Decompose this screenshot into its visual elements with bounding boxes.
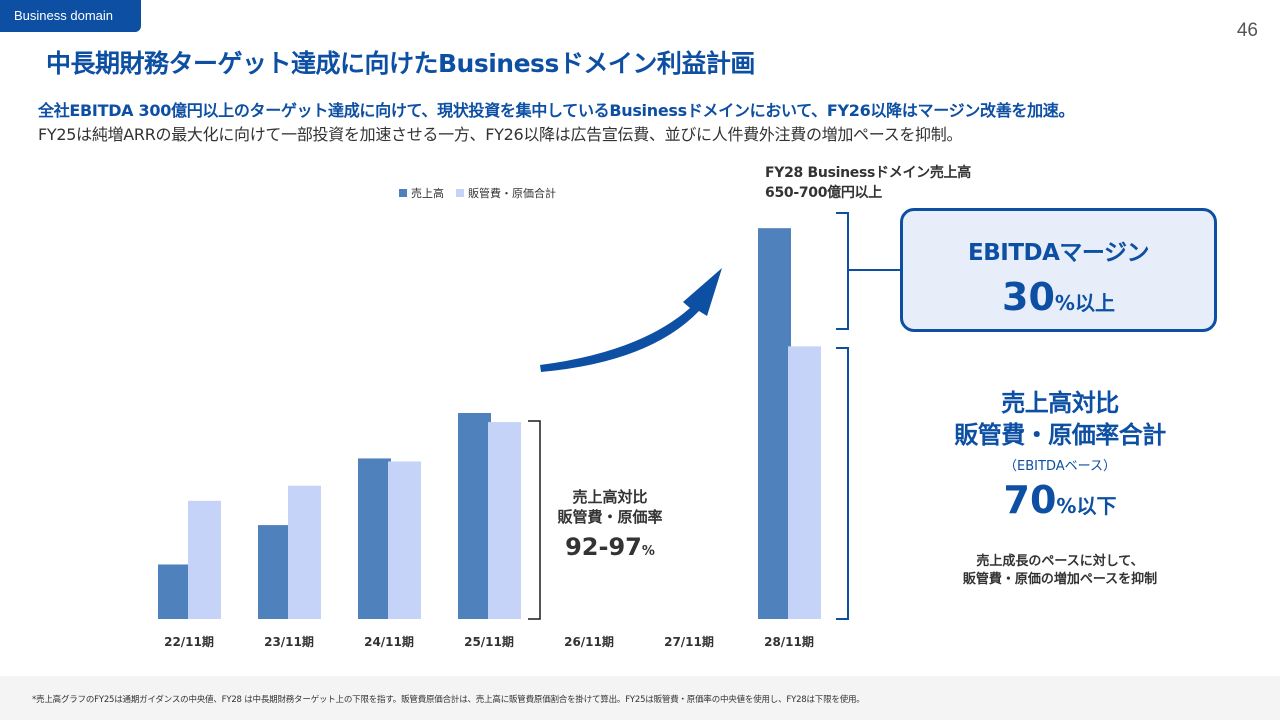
mid-note-line2: 販管費・原価率	[557, 508, 663, 526]
footnote-bar: *売上高グラフのFY25は通期ガイダンスの中央値、FY28 は中長期財務ターゲッ…	[0, 676, 1280, 720]
mid-note-value: 92-97%	[545, 533, 675, 561]
bar-sales-1	[258, 525, 291, 619]
fy28-label-line1: FY28 Businessドメイン売上高	[765, 165, 971, 181]
mid-note-line1: 売上高対比	[572, 488, 648, 506]
x-tick-label-6: 28/11期	[764, 634, 814, 649]
legend-label-cost: 販管費・原価合計	[468, 187, 556, 200]
cost-ratio-note: 売上成長のペースに対して、 販管費・原価の増加ペースを抑制	[930, 553, 1190, 589]
x-tick-label-1: 23/11期	[264, 634, 314, 649]
x-tick-label-3: 25/11期	[464, 634, 514, 649]
cost-ratio-line2: 販管費・原価率合計	[954, 421, 1166, 449]
bar-sales-3	[458, 412, 491, 619]
bar-sales-6	[758, 228, 791, 619]
x-axis-tick-labels: 22/11期 23/11期 24/11期 25/11期 26/11期 27/11期 28/1…	[164, 634, 814, 649]
bracket-28-lower-icon	[836, 347, 849, 620]
cost-ratio-value: 70%以下	[930, 478, 1190, 522]
ebitda-margin-number: 30	[1002, 275, 1055, 319]
bar-cost-6	[788, 346, 821, 619]
ebitda-margin-value: 30%以上	[903, 275, 1214, 319]
legend-item-sales: 売上高	[399, 185, 444, 201]
cost-ratio-sub: （EBITDAベース）	[1004, 459, 1116, 474]
cost-ratio-note-line1: 売上成長のペースに対して、	[976, 554, 1144, 569]
ebitda-margin-heading: EBITDAマージン	[968, 240, 1149, 266]
lead-bold-text: 全社EBITDA 300億円以上のターゲット達成に向けて、現状投資を集中している…	[38, 101, 1075, 120]
ebitda-margin-box: EBITDAマージン 30%以上	[900, 208, 1217, 332]
mid-cost-ratio-note: 売上高対比 販管費・原価率 92-97%	[545, 487, 675, 561]
bar-sales-0	[158, 564, 191, 619]
section-tag: Business domain	[0, 0, 141, 32]
bar-cost-2	[388, 461, 421, 619]
growth-arrow-icon	[540, 268, 722, 372]
bracket-25-icon	[528, 420, 541, 620]
x-tick-label-0: 22/11期	[164, 634, 214, 649]
fy28-sales-label: FY28 Businessドメイン売上高 650-700億円以上	[765, 163, 971, 203]
lead-normal-text: FY25は純増ARRの最大化に向けて一部投資を加速させる一方、FY26以降は広告…	[38, 125, 963, 144]
legend-label-sales: 売上高	[411, 187, 444, 200]
mid-note-unit: %	[641, 544, 655, 559]
legend-swatch-sales	[399, 189, 407, 197]
bar-cost-3	[488, 422, 521, 619]
bar-group	[158, 228, 821, 619]
cost-ratio-block: 売上高対比 販管費・原価率合計 （EBITDAベース） 70%以下	[930, 387, 1190, 522]
bar-cost-0	[188, 500, 221, 619]
cost-ratio-number: 70	[1003, 478, 1057, 522]
fy28-label-line2: 650-700億円以上	[765, 185, 882, 201]
chart-legend: 売上高 販管費・原価合計	[399, 185, 556, 201]
ebitda-margin-unit: %以上	[1054, 291, 1115, 315]
legend-swatch-cost	[456, 189, 464, 197]
bracket-28-upper-icon	[836, 212, 849, 330]
bar-sales-2	[358, 458, 391, 619]
page-number: 46	[1236, 20, 1258, 41]
footnote-text: *売上高グラフのFY25は通期ガイダンスの中央値、FY28 は中長期財務ターゲッ…	[32, 695, 865, 705]
mid-note-number: 92-97	[565, 533, 642, 561]
cost-ratio-unit: %以下	[1056, 494, 1117, 518]
page-title: 中長期財務ターゲット達成に向けたBusinessドメイン利益計画	[46, 49, 755, 78]
x-tick-label-5: 27/11期	[664, 634, 714, 649]
cost-ratio-note-line2: 販管費・原価の増加ペースを抑制	[962, 572, 1158, 587]
x-tick-label-2: 24/11期	[364, 634, 414, 649]
bar-cost-1	[288, 485, 321, 619]
x-tick-label-4: 26/11期	[564, 634, 614, 649]
cost-ratio-line1: 売上高対比	[1001, 389, 1119, 417]
legend-item-cost: 販管費・原価合計	[456, 185, 556, 201]
